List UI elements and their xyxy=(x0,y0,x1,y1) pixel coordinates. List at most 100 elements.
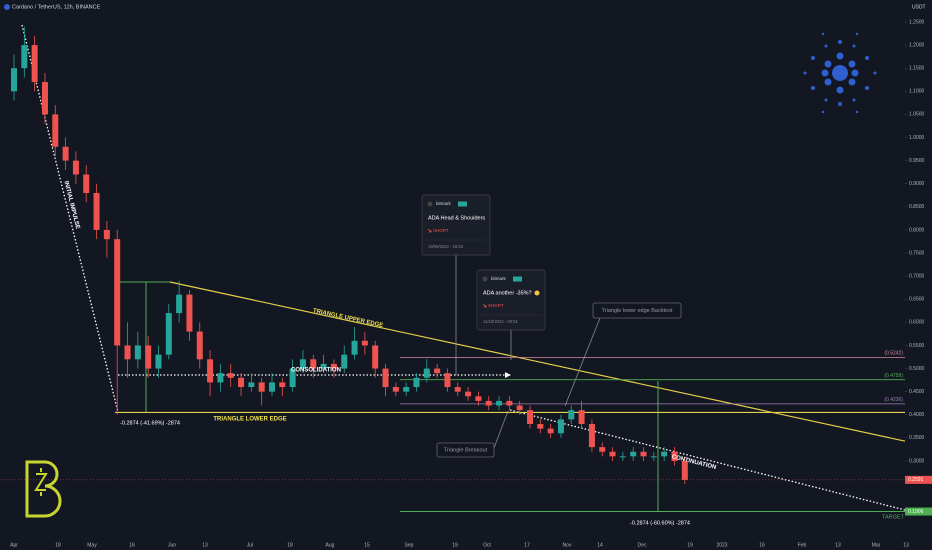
x-tick-label: 13 xyxy=(835,542,841,548)
y-tick-label: 1.1000 xyxy=(909,89,925,95)
candle-body xyxy=(609,451,616,457)
candle-body xyxy=(269,382,275,392)
y-tick-label: 0.4000 xyxy=(909,412,925,418)
candle-body xyxy=(351,340,358,355)
candle-body xyxy=(619,456,626,458)
x-tick-label: 13 xyxy=(202,542,208,548)
emoji xyxy=(534,290,540,296)
y-tick-label: 0.6000 xyxy=(909,320,925,326)
x-tick-label: Apr xyxy=(10,542,18,548)
callout-text: Triangle lower edge Backtest xyxy=(602,308,673,314)
idea-direction: SHORT xyxy=(433,228,449,233)
candle-body xyxy=(124,345,131,360)
candle-body xyxy=(330,363,337,369)
candle-body xyxy=(217,373,224,383)
candle-body xyxy=(341,354,348,369)
x-tick-label: Jul xyxy=(247,542,253,548)
y-tick-label: 0.3500 xyxy=(909,435,925,441)
badge xyxy=(513,276,522,282)
idea-author: bitmark xyxy=(436,201,452,206)
x-tick-label: 15 xyxy=(364,542,370,548)
idea-card[interactable]: bitmark ADA another -35%? SHORT 11/10/20… xyxy=(476,269,546,331)
brand-logo xyxy=(25,460,62,518)
candle-body xyxy=(72,160,79,175)
candle-body xyxy=(165,313,172,355)
measure-label: -0.2874 (-60.60%) -2874 xyxy=(630,520,690,526)
upper-edge-line xyxy=(169,281,932,448)
candle-body xyxy=(114,239,121,346)
candle-body xyxy=(227,373,234,378)
callout-text: Triangle Breakout xyxy=(444,447,488,453)
candle-body xyxy=(403,387,410,392)
candle-body xyxy=(248,382,255,388)
x-tick-label: Jun xyxy=(168,542,176,548)
x-tick-label: 16 xyxy=(129,542,135,548)
candle-body xyxy=(547,428,554,434)
candle-body xyxy=(650,456,657,458)
candle-body xyxy=(382,368,389,388)
consolidation-label: CONSOLIDATION xyxy=(291,368,341,374)
y-tick-label: 0.7000 xyxy=(909,273,925,279)
idea-title: ADA another -35%? xyxy=(483,290,532,296)
x-tick-label: 18 xyxy=(287,542,293,548)
y-tick-label: 0.8500 xyxy=(909,204,925,210)
x-tick-label: 14 xyxy=(597,542,603,548)
callout-box xyxy=(436,442,495,458)
candle-body xyxy=(527,410,533,425)
candle-body xyxy=(207,359,214,383)
y-tick-label: 0.8000 xyxy=(909,227,925,233)
candle-body xyxy=(155,354,162,369)
candle-body xyxy=(496,400,503,406)
candle-body xyxy=(299,359,306,369)
candle-body xyxy=(310,359,317,369)
y-tick-label: 1.2000 xyxy=(909,42,925,48)
candle-body xyxy=(671,451,678,461)
last-price-box xyxy=(905,475,932,484)
candle-body xyxy=(372,345,379,369)
price-axis xyxy=(905,0,932,550)
x-tick-label: Aug xyxy=(326,542,335,548)
y-tick-label: 0.3000 xyxy=(909,458,925,464)
idea-direction: SHORT xyxy=(488,303,504,308)
candle-body xyxy=(630,451,637,457)
y-tick-label: 1.1500 xyxy=(909,66,925,72)
x-tick-label: 13 xyxy=(903,542,909,548)
symbol-title: Cardano / TetherUS, 12h, BINANCE xyxy=(12,4,101,10)
candle-body xyxy=(11,68,17,92)
candle-body xyxy=(279,382,286,388)
y-tick-label: 1.0000 xyxy=(909,135,925,141)
x-tick-label: 2023 xyxy=(716,542,727,548)
idea-author: bitmark xyxy=(491,276,507,281)
candle-body xyxy=(413,377,420,388)
idea-date: 11/10/2022 - 00:51 xyxy=(483,319,519,324)
x-tick-label: Feb xyxy=(798,542,807,548)
candles: (0.5242) (0.4759) (0.4236) xyxy=(0,26,905,513)
candle-body xyxy=(41,82,48,115)
candle-body xyxy=(134,345,141,360)
candle-body xyxy=(361,340,368,346)
idea-title: ADA Head & Shoulders xyxy=(428,215,485,221)
idea-card[interactable]: bitmark ADA Head & Shoulders SHORT 19/09… xyxy=(421,194,491,256)
x-tick-label: Dec xyxy=(638,542,647,548)
y-tick-label: 0.5500 xyxy=(909,343,925,349)
candle-body xyxy=(21,45,28,69)
y-tick-label: 1.2500 xyxy=(909,19,925,25)
candle-body xyxy=(454,387,461,392)
badge xyxy=(458,201,467,207)
idea-date: 19/09/2022 - 18:23 xyxy=(428,244,464,249)
y-tick-label: 0.5000 xyxy=(909,366,925,372)
x-tick-label: Nov xyxy=(563,542,572,548)
candle-body xyxy=(320,363,327,369)
cardano-logo xyxy=(803,32,877,114)
continuation-line xyxy=(509,409,906,511)
x-tick-label: Mar xyxy=(872,542,881,548)
y-tick-label: 0.6500 xyxy=(909,297,925,303)
candle-body xyxy=(599,447,606,452)
x-tick-label: Sep xyxy=(405,542,414,548)
lower-edge-label: TRIANGLE LOWER EDGE xyxy=(213,417,286,423)
target-price-label: 0.1906 xyxy=(908,509,924,515)
x-tick-label: 16 xyxy=(759,542,765,548)
candle-body xyxy=(392,387,399,392)
